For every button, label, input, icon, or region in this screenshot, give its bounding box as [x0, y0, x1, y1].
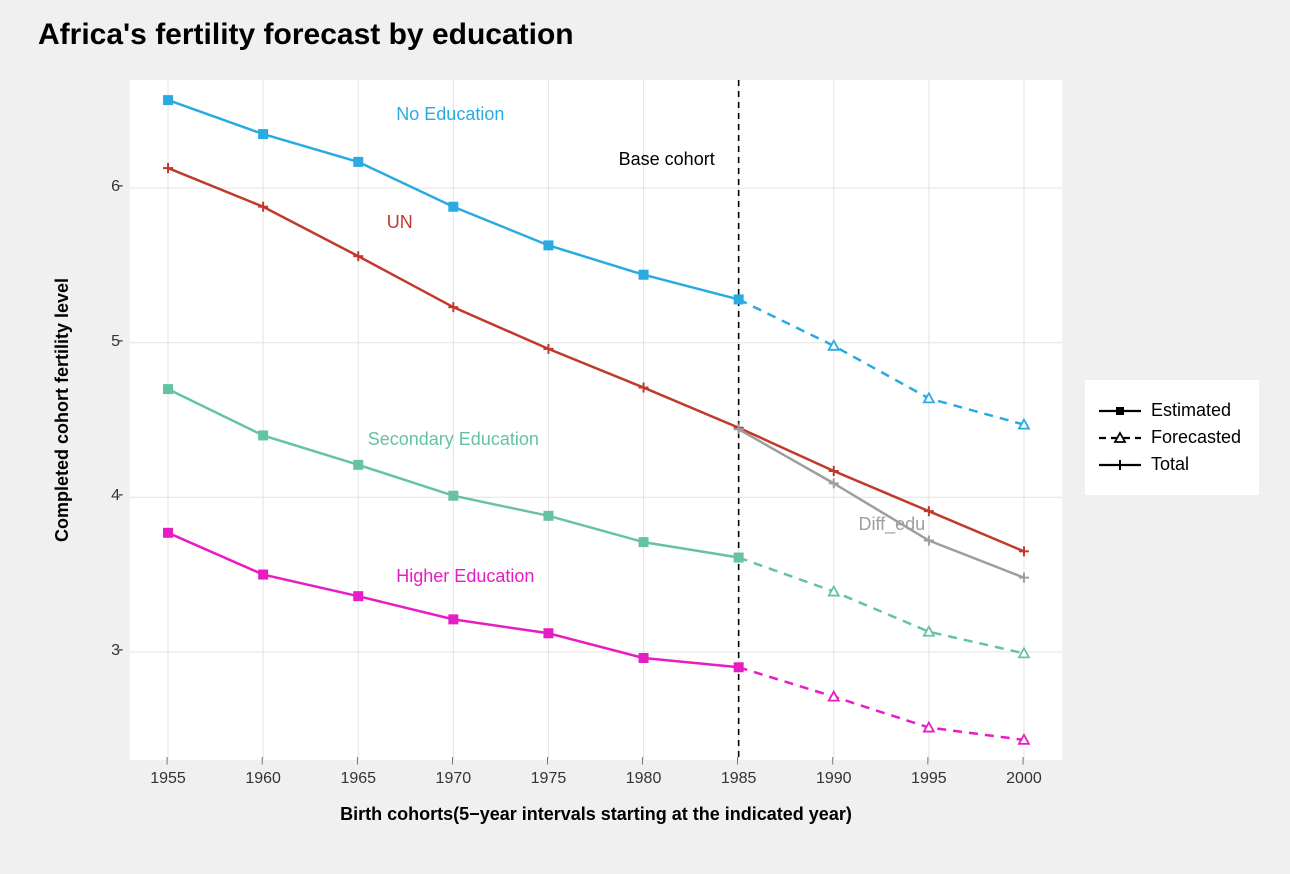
- x-tick-label: 1970: [433, 770, 473, 788]
- chart-title: Africa's fertility forecast by education: [38, 18, 574, 52]
- x-tick-label: 1960: [243, 770, 283, 788]
- x-tick-label: 1995: [909, 770, 949, 788]
- legend-item-estimated: Estimated: [1099, 400, 1241, 421]
- x-tick-label: 1955: [148, 770, 188, 788]
- x-axis-label: Birth cohorts(5−year intervals starting …: [130, 804, 1062, 825]
- legend-item-forecasted: Forecasted: [1099, 427, 1241, 448]
- legend-swatch-forecasted: [1099, 428, 1141, 448]
- y-tick-label: 6: [96, 178, 120, 196]
- y-tick-label: 3: [96, 642, 120, 660]
- legend-item-total: Total: [1099, 454, 1241, 475]
- x-tick-label: 2000: [1004, 770, 1044, 788]
- chart-svg: [130, 80, 1062, 760]
- series-label-no_edu: No Education: [396, 104, 504, 125]
- base-cohort-label: Base cohort: [619, 149, 715, 170]
- y-axis-label: Completed cohort fertility level: [52, 250, 73, 570]
- series-label-diff_edu: Diff_edu: [858, 514, 925, 535]
- legend-label-total: Total: [1151, 454, 1189, 475]
- x-tick-label: 1985: [719, 770, 759, 788]
- legend-swatch-estimated: [1099, 401, 1141, 421]
- series-label-higher: Higher Education: [396, 566, 534, 587]
- legend-swatch-total: [1099, 455, 1141, 475]
- page: Africa's fertility forecast by education…: [0, 0, 1290, 874]
- y-tick-label: 5: [96, 333, 120, 351]
- series-label-secondary: Secondary Education: [368, 429, 539, 450]
- legend: Estimated Forecasted Total: [1085, 380, 1259, 495]
- x-tick-label: 1965: [338, 770, 378, 788]
- legend-label-estimated: Estimated: [1151, 400, 1231, 421]
- x-tick-label: 1990: [814, 770, 854, 788]
- x-tick-label: 1980: [624, 770, 664, 788]
- legend-label-forecasted: Forecasted: [1151, 427, 1241, 448]
- series-label-un: UN: [387, 212, 413, 233]
- plot-panel: [130, 80, 1062, 760]
- y-tick-label: 4: [96, 487, 120, 505]
- x-tick-label: 1975: [528, 770, 568, 788]
